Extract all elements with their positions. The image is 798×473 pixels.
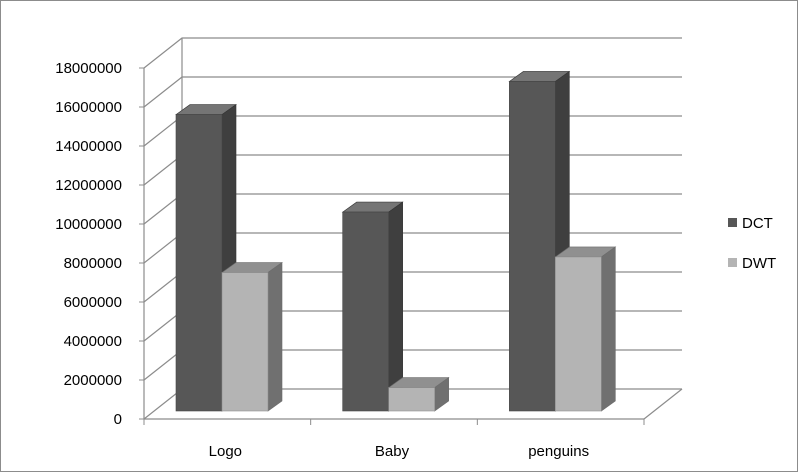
bar-side-dwt — [601, 246, 616, 412]
category-axis: Logo Baby penguins — [143, 419, 645, 460]
y-tick-label: 12000000 — [55, 177, 122, 194]
x-tick-label: penguins — [528, 443, 589, 460]
x-tick-label: Baby — [375, 443, 410, 460]
legend-swatch-dwt — [728, 258, 737, 267]
y-tick-label: 10000000 — [55, 216, 122, 233]
y-tick-label: 6000000 — [64, 294, 122, 311]
bar-dct — [175, 114, 223, 412]
value-axis: 0 2000000 4000000 6000000 8000000 10000000 120… — [55, 38, 683, 428]
legend-swatch-dct — [728, 218, 737, 227]
y-tick-label: 4000000 — [64, 333, 122, 350]
bars — [175, 70, 617, 412]
bar-dwt — [221, 272, 269, 412]
legend: DCT DWT — [728, 215, 776, 272]
y-tick-label: 2000000 — [64, 372, 122, 389]
bar-dct — [342, 211, 389, 412]
gridline — [143, 76, 682, 108]
y-tick-label: 8000000 — [64, 255, 122, 272]
y-tick-label: 0 — [114, 411, 122, 428]
floor-right-edge — [643, 388, 683, 420]
bar-side-dwt — [267, 261, 283, 412]
y-tick-label: 18000000 — [55, 60, 122, 77]
y-tick-label: 16000000 — [55, 99, 122, 116]
legend-label-dwt: DWT — [742, 255, 776, 272]
bar-dct — [509, 81, 556, 412]
bar-dwt — [555, 256, 602, 412]
legend-label-dct: DCT — [742, 215, 773, 232]
x-tick-label: Logo — [209, 443, 242, 460]
gridline — [143, 37, 682, 69]
bar-dwt — [388, 387, 435, 412]
y-tick-label: 14000000 — [55, 138, 122, 155]
